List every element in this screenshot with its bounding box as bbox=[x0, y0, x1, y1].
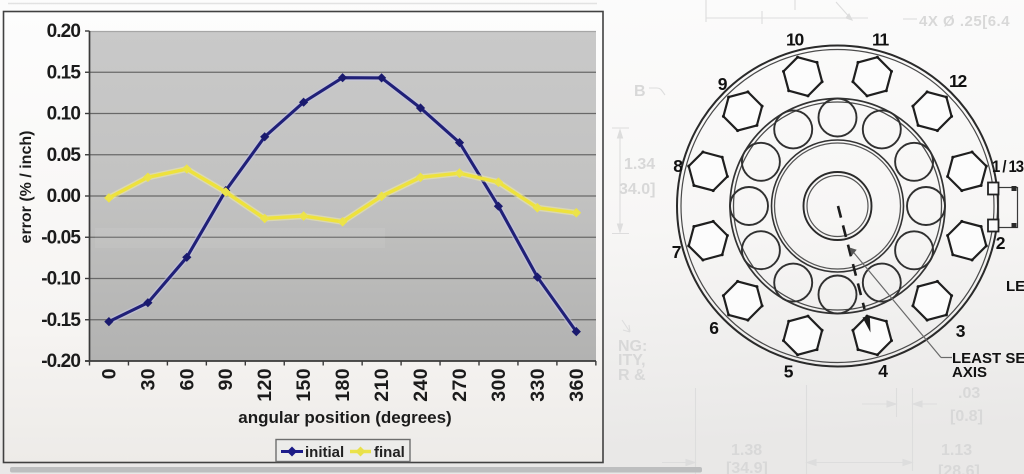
svg-text:-0.20: -0.20 bbox=[41, 351, 80, 372]
svg-text:AXIS: AXIS bbox=[952, 364, 987, 381]
svg-text:0.10: 0.10 bbox=[47, 104, 81, 125]
svg-text:[34.9]: [34.9] bbox=[726, 460, 768, 474]
svg-text:error (% / inch): error (% / inch) bbox=[18, 131, 35, 244]
svg-text:1.34: 1.34 bbox=[624, 156, 655, 173]
svg-text:4: 4 bbox=[878, 361, 888, 381]
svg-text:3: 3 bbox=[956, 321, 966, 341]
svg-text:34.0]: 34.0] bbox=[619, 181, 655, 198]
svg-text:NG:: NG: bbox=[618, 338, 647, 355]
svg-text:1.13: 1.13 bbox=[941, 442, 972, 459]
svg-text:330: 330 bbox=[527, 368, 549, 402]
svg-text:5: 5 bbox=[784, 362, 794, 382]
svg-text:0.20: 0.20 bbox=[47, 21, 81, 42]
svg-text:240: 240 bbox=[410, 368, 432, 402]
svg-text:-0.15: -0.15 bbox=[41, 310, 81, 331]
svg-text:1 / 13: 1 / 13 bbox=[992, 157, 1024, 176]
svg-text:LE: LE bbox=[1006, 278, 1024, 295]
svg-text:11: 11 bbox=[872, 30, 890, 50]
svg-text:angular position (degrees): angular position (degrees) bbox=[238, 408, 451, 427]
svg-text:300: 300 bbox=[488, 368, 510, 402]
svg-text:6: 6 bbox=[709, 318, 719, 338]
svg-text:ITY,: ITY, bbox=[618, 352, 646, 369]
svg-text:270: 270 bbox=[449, 368, 471, 402]
svg-text:150: 150 bbox=[293, 368, 315, 402]
svg-text:1.38: 1.38 bbox=[731, 442, 762, 459]
svg-text:[28.6]: [28.6] bbox=[938, 463, 980, 474]
svg-text:30: 30 bbox=[137, 368, 159, 391]
svg-text:0.15: 0.15 bbox=[47, 63, 82, 84]
svg-text:0: 0 bbox=[98, 368, 120, 379]
svg-text:-0.10: -0.10 bbox=[41, 269, 80, 290]
svg-text:120: 120 bbox=[254, 368, 276, 402]
svg-text:60: 60 bbox=[176, 368, 198, 391]
svg-text:final: final bbox=[374, 444, 405, 461]
svg-text:9: 9 bbox=[718, 74, 728, 94]
svg-text:0.05: 0.05 bbox=[47, 145, 82, 166]
svg-text:90: 90 bbox=[215, 368, 237, 391]
svg-text:0.00: 0.00 bbox=[47, 186, 81, 207]
svg-text:7: 7 bbox=[672, 242, 681, 262]
svg-text:2: 2 bbox=[996, 233, 1006, 253]
svg-text:8: 8 bbox=[673, 156, 683, 176]
svg-text:[0.8]: [0.8] bbox=[950, 408, 983, 425]
svg-text:.03: .03 bbox=[958, 385, 980, 402]
svg-text:initial: initial bbox=[305, 444, 344, 461]
svg-text:B: B bbox=[634, 83, 646, 100]
svg-text:4X Ø .25[6.4: 4X Ø .25[6.4 bbox=[919, 13, 1010, 30]
svg-text:210: 210 bbox=[371, 368, 393, 402]
svg-text:180: 180 bbox=[332, 368, 354, 402]
svg-text:360: 360 bbox=[566, 368, 588, 402]
svg-text:R &: R & bbox=[618, 367, 646, 384]
svg-text:-0.05: -0.05 bbox=[41, 227, 81, 248]
svg-text:LEAST SE: LEAST SE bbox=[952, 350, 1024, 367]
svg-text:12: 12 bbox=[949, 71, 968, 91]
svg-text:10: 10 bbox=[786, 30, 805, 50]
